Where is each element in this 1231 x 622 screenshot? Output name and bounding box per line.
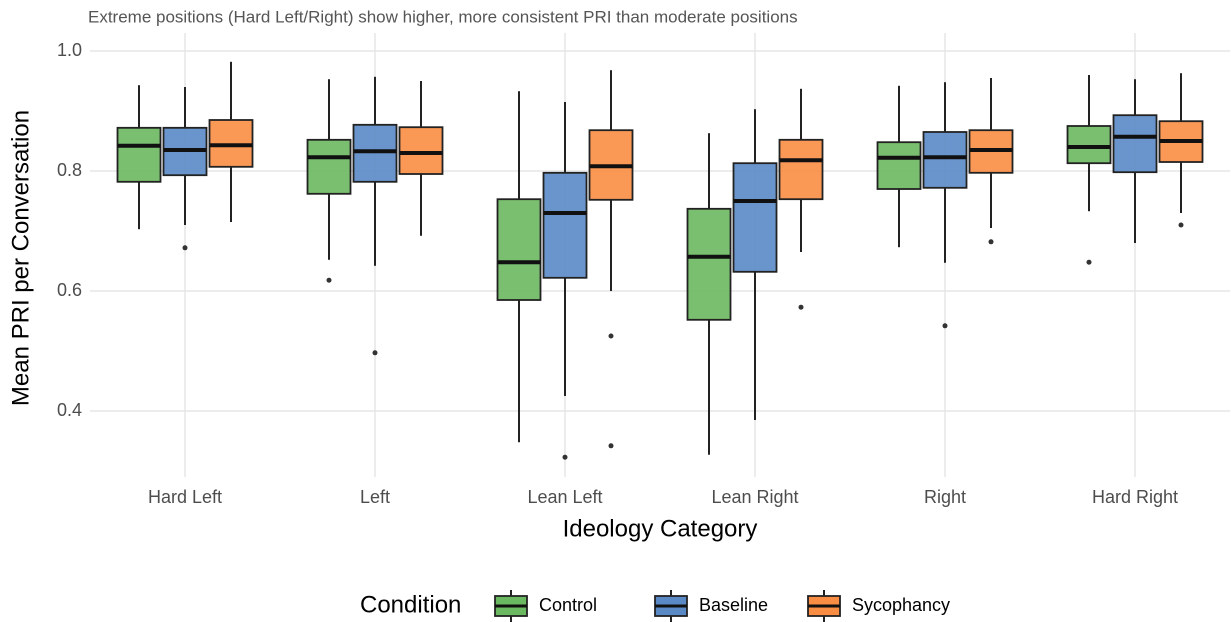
x-tick-label: Lean Right <box>711 487 798 507</box>
x-tick-label: Right <box>924 487 966 507</box>
box <box>352 123 398 183</box>
box <box>732 162 778 273</box>
outlier <box>326 277 332 283</box>
chart-subtitle: Extreme positions (Hard Left/Right) show… <box>88 7 798 26</box>
box <box>306 138 352 195</box>
box <box>1112 114 1158 174</box>
y-tick-label: 1.0 <box>57 40 82 60</box>
outlier <box>562 454 568 460</box>
legend-title: Condition <box>360 591 461 618</box>
y-tick-label: 0.4 <box>57 400 82 420</box>
y-tick-label: 0.8 <box>57 160 82 180</box>
legend-label: Sycophancy <box>852 595 950 615</box>
legend-label: Control <box>539 595 597 615</box>
outlier <box>1086 259 1092 265</box>
box <box>398 126 444 175</box>
x-tick-label: Lean Left <box>527 487 602 507</box>
x-axis-label: Ideology Category <box>563 515 758 542</box>
outlier <box>988 239 994 245</box>
outlier <box>798 304 804 310</box>
x-tick-label: Hard Right <box>1092 487 1178 507</box>
box <box>876 141 922 190</box>
box <box>922 131 968 189</box>
outlier <box>942 323 948 329</box>
box <box>496 198 542 301</box>
outlier <box>182 245 188 251</box>
outlier <box>608 443 614 449</box>
outlier <box>1178 222 1184 228</box>
outlier <box>372 350 378 356</box>
box <box>542 171 588 279</box>
x-tick-label: Hard Left <box>148 487 222 507</box>
box <box>1066 125 1112 165</box>
x-tick-label: Left <box>360 487 390 507</box>
box <box>686 207 732 321</box>
y-axis-label: Mean PRI per Conversation <box>7 110 34 406</box>
box <box>116 126 162 183</box>
legend-label: Baseline <box>699 595 768 615</box>
outlier <box>608 333 614 339</box>
y-tick-label: 0.6 <box>57 280 82 300</box>
box <box>778 138 824 201</box>
